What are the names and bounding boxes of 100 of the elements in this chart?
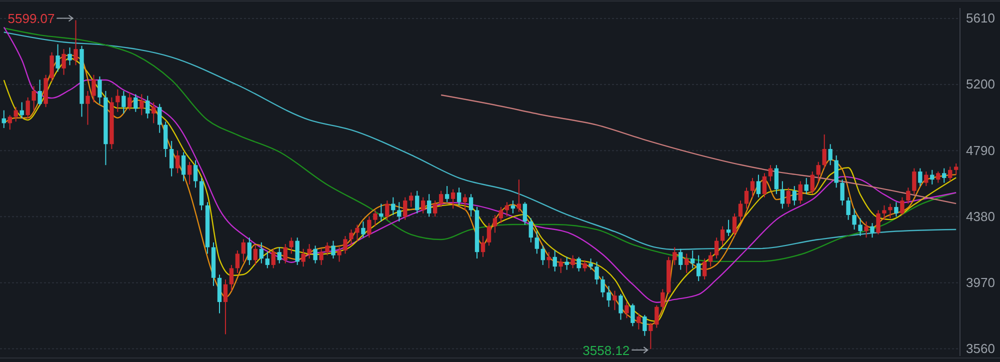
candlestick bbox=[181, 152, 186, 182]
candlestick bbox=[804, 177, 808, 195]
candlestick bbox=[349, 229, 354, 246]
candlestick bbox=[415, 190, 420, 214]
candlestick bbox=[450, 188, 456, 210]
candlestick bbox=[128, 92, 132, 111]
candlestick bbox=[912, 168, 916, 195]
candlestick bbox=[540, 245, 545, 266]
candlestick bbox=[319, 248, 324, 266]
candlestick bbox=[325, 242, 330, 256]
candlestick bbox=[355, 224, 360, 242]
candlestick bbox=[642, 314, 647, 336]
candlestick bbox=[361, 220, 366, 238]
candlestick bbox=[828, 144, 832, 166]
candlestick bbox=[134, 94, 138, 112]
candlestick bbox=[600, 276, 605, 298]
candlestick bbox=[409, 192, 414, 208]
candlestick bbox=[438, 190, 444, 208]
candlestick bbox=[606, 285, 611, 308]
candlestick bbox=[152, 102, 156, 124]
candlestick bbox=[379, 203, 384, 222]
candlestick bbox=[187, 161, 192, 185]
candlestick bbox=[337, 246, 342, 262]
candlestick bbox=[140, 94, 144, 116]
candlestick bbox=[98, 76, 102, 104]
candlestick bbox=[702, 258, 707, 280]
candlestick bbox=[696, 254, 701, 282]
candlestick bbox=[786, 187, 791, 208]
candlestick bbox=[38, 79, 42, 106]
candlestick bbox=[92, 74, 96, 103]
candlestick bbox=[924, 171, 928, 187]
candlestick bbox=[660, 288, 665, 311]
candlestick bbox=[68, 46, 72, 66]
candlestick bbox=[762, 172, 767, 198]
candlestick bbox=[289, 237, 294, 254]
candlestick bbox=[397, 202, 402, 222]
y-tick-label: 4380 bbox=[966, 208, 995, 224]
candlestick bbox=[265, 252, 270, 269]
candlestick bbox=[774, 164, 779, 195]
candlestick bbox=[612, 290, 617, 311]
candlestick bbox=[193, 160, 198, 188]
candlestick bbox=[403, 196, 408, 220]
candlestick bbox=[229, 264, 234, 292]
candlestick bbox=[295, 237, 300, 266]
candlestick bbox=[432, 200, 438, 218]
y-tick-label: 5610 bbox=[966, 10, 995, 26]
candlestick bbox=[690, 250, 695, 269]
candlestick bbox=[870, 222, 874, 238]
candlestick bbox=[14, 106, 18, 122]
candlestick bbox=[864, 220, 868, 238]
candlestick bbox=[624, 302, 629, 319]
candlestick bbox=[756, 174, 761, 198]
candlestick bbox=[618, 293, 623, 320]
candlestick bbox=[630, 303, 635, 327]
candlestick bbox=[169, 140, 174, 177]
candlestick bbox=[116, 88, 120, 112]
candlestick bbox=[301, 248, 306, 268]
candlestick bbox=[954, 162, 958, 176]
candlestick bbox=[552, 250, 557, 272]
candlestick bbox=[852, 208, 856, 230]
candlestick bbox=[486, 222, 492, 246]
candlestick bbox=[822, 134, 826, 169]
line-series bbox=[3, 26, 957, 303]
candlestick bbox=[26, 96, 30, 119]
candlestick bbox=[241, 238, 246, 262]
candlestick bbox=[283, 244, 288, 264]
candlestick bbox=[726, 219, 731, 236]
candlestick bbox=[888, 203, 892, 219]
candlestick bbox=[768, 164, 773, 182]
candlestick bbox=[313, 245, 318, 264]
candlestick bbox=[444, 186, 450, 203]
candlestick bbox=[738, 200, 743, 222]
candlestick bbox=[732, 212, 737, 236]
y-tick-label: 4790 bbox=[966, 142, 995, 158]
candlestick bbox=[385, 200, 390, 220]
candlestick bbox=[271, 248, 276, 269]
candlestick bbox=[750, 177, 755, 198]
candlestick bbox=[175, 150, 180, 174]
candlestick bbox=[146, 95, 150, 119]
candlestick bbox=[570, 254, 575, 269]
candlestick bbox=[32, 86, 36, 111]
candlestick bbox=[672, 246, 677, 266]
candlestick bbox=[894, 202, 898, 218]
candlestick bbox=[594, 261, 599, 285]
candlestick bbox=[816, 161, 820, 182]
annotation: 3558.12 bbox=[582, 343, 630, 358]
candlestick bbox=[62, 48, 66, 76]
candlestick bbox=[259, 242, 264, 264]
candlestick bbox=[648, 322, 653, 350]
candlestick bbox=[74, 20, 78, 66]
candlestick bbox=[678, 248, 683, 270]
candlestick bbox=[427, 194, 432, 218]
candlestick bbox=[858, 218, 862, 236]
candlestick bbox=[391, 196, 396, 216]
candlestick bbox=[780, 180, 785, 210]
y-tick-label: 3560 bbox=[966, 340, 995, 356]
candlestick bbox=[307, 244, 312, 260]
candlestick bbox=[534, 230, 539, 254]
candlestick bbox=[948, 166, 952, 182]
candlestick bbox=[373, 210, 378, 227]
